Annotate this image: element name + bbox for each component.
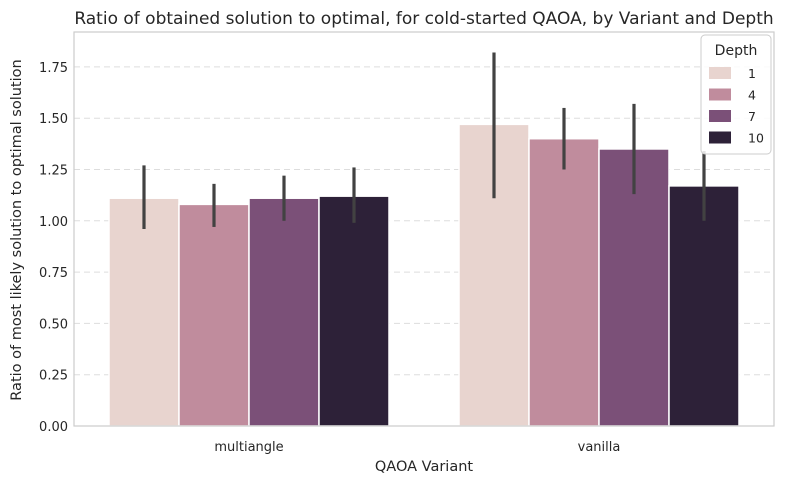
legend-label: 10 <box>748 131 764 146</box>
bars <box>108 123 740 427</box>
bar <box>528 137 600 427</box>
legend-swatch <box>709 88 731 101</box>
error-bars <box>142 52 706 229</box>
legend-swatch <box>709 67 731 79</box>
bar <box>318 195 390 427</box>
y-tick-label: 1.25 <box>39 163 68 178</box>
x-axis-ticks: multiangle vanilla <box>214 440 620 455</box>
legend-label: 4 <box>748 88 756 103</box>
y-tick-label: 0.25 <box>39 369 68 384</box>
bar <box>598 148 670 427</box>
plot-frame <box>73 31 775 427</box>
bar <box>108 197 180 427</box>
legend-box <box>700 34 772 155</box>
x-tick-label: multiangle <box>214 440 283 455</box>
y-tick-label: 0.50 <box>39 317 68 332</box>
legend-label: 7 <box>748 109 756 124</box>
y-axis-label: Ratio of most likely solution to optimal… <box>9 59 25 400</box>
bar <box>668 185 740 427</box>
legend: Depth 1 4 7 10 <box>700 34 772 155</box>
legend-title: Depth <box>715 43 758 59</box>
y-tick-label: 0.75 <box>39 266 68 281</box>
legend-swatch <box>709 131 731 144</box>
y-tick-label: 1.00 <box>39 215 68 230</box>
y-tick-label: 0.00 <box>39 420 68 435</box>
x-axis-label: QAOA Variant <box>375 459 474 475</box>
x-tick-label: vanilla <box>578 440 621 455</box>
chart-title: Ratio of obtained solution to optimal, f… <box>74 9 773 29</box>
y-tick-label: 1.50 <box>39 112 68 127</box>
legend-label: 1 <box>748 66 756 81</box>
y-tick-label: 1.75 <box>39 61 68 76</box>
legend-swatch <box>709 110 731 122</box>
y-axis-ticks: 0.00 0.25 0.50 0.75 1.00 1.25 1.50 1.75 <box>39 61 68 435</box>
bar <box>248 197 320 427</box>
bar <box>178 203 250 427</box>
